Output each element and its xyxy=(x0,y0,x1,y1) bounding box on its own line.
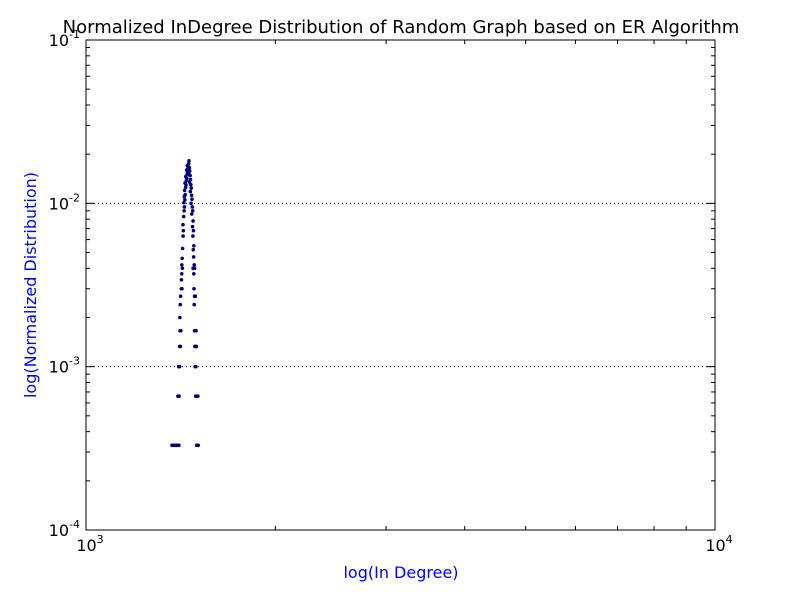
y-tick-label-base: 10 xyxy=(49,194,69,213)
data-point xyxy=(181,214,186,219)
data-point xyxy=(191,255,196,259)
data-point xyxy=(190,224,195,229)
data-point xyxy=(177,364,182,369)
data-point xyxy=(187,180,192,184)
data-point xyxy=(190,197,194,201)
y-tick-label-exponent: -4 xyxy=(69,518,80,531)
data-point xyxy=(181,228,186,233)
data-point xyxy=(191,247,196,252)
data-point xyxy=(188,189,193,194)
y-tick-label-base: 10 xyxy=(49,358,69,377)
axis-ticks xyxy=(85,40,715,531)
data-point xyxy=(192,272,196,276)
data-point xyxy=(179,278,184,282)
x-tick-label-base: 10 xyxy=(76,536,96,555)
scatter-points xyxy=(170,159,201,448)
x-tick-label: 104 xyxy=(705,533,732,555)
plot-frame xyxy=(85,39,716,531)
data-point xyxy=(179,263,184,267)
data-point xyxy=(194,344,199,349)
data-point xyxy=(192,263,196,267)
data-point xyxy=(189,186,194,190)
x-tick-label-exponent: 4 xyxy=(726,533,733,546)
data-point xyxy=(182,188,187,193)
data-point xyxy=(190,205,195,209)
data-point xyxy=(188,173,192,178)
data-point xyxy=(191,228,196,233)
data-point xyxy=(179,272,184,276)
data-point xyxy=(196,443,201,448)
data-point xyxy=(178,315,182,320)
data-point xyxy=(183,185,188,190)
y-tick-label-exponent: -1 xyxy=(69,28,80,41)
data-point xyxy=(182,205,187,209)
data-point xyxy=(180,246,185,251)
data-point xyxy=(181,222,185,227)
data-point xyxy=(177,443,181,448)
x-tick-label: 103 xyxy=(76,533,103,555)
y-tick-label-exponent: -3 xyxy=(69,355,80,368)
data-point xyxy=(189,193,194,198)
data-point xyxy=(189,182,193,187)
data-point xyxy=(193,294,198,299)
data-point xyxy=(177,394,181,398)
data-point xyxy=(180,286,184,291)
y-axis-label: log(Normalized Distribution) xyxy=(21,172,40,398)
y-tick-label: 10-3 xyxy=(49,355,80,377)
data-point xyxy=(187,166,192,170)
data-point xyxy=(186,161,191,166)
data-point xyxy=(178,344,183,349)
data-point xyxy=(194,364,198,369)
data-point xyxy=(183,192,188,197)
x-axis-label: log(In Degree) xyxy=(343,563,458,582)
data-point xyxy=(179,328,183,333)
data-point xyxy=(192,286,196,291)
data-point xyxy=(191,234,195,238)
data-point xyxy=(178,302,183,307)
x-tick-label-base: 10 xyxy=(705,536,725,555)
data-point xyxy=(182,200,186,205)
data-point xyxy=(192,302,196,307)
data-point xyxy=(180,256,184,261)
data-point xyxy=(187,159,191,163)
data-point xyxy=(192,266,197,271)
y-tick-label: 10-1 xyxy=(49,28,80,50)
y-tick-label-base: 10 xyxy=(49,31,69,50)
data-point xyxy=(181,234,185,238)
x-tick-label-exponent: 3 xyxy=(97,533,104,546)
data-point xyxy=(189,201,193,206)
data-point xyxy=(178,294,183,299)
data-point xyxy=(190,212,194,216)
data-point xyxy=(182,209,186,213)
chart-title: Normalized InDegree Distribution of Rand… xyxy=(63,17,740,38)
data-point xyxy=(191,219,195,223)
data-point xyxy=(183,198,187,202)
data-point xyxy=(194,328,198,333)
data-point xyxy=(192,243,196,248)
data-point xyxy=(196,394,200,398)
data-point xyxy=(190,209,195,213)
y-tick-label-base: 10 xyxy=(49,521,69,540)
data-point xyxy=(187,169,192,173)
y-tick-label: 10-4 xyxy=(49,518,80,540)
data-point xyxy=(180,266,185,271)
y-tick-label-exponent: -2 xyxy=(69,191,80,204)
y-tick-label: 10-2 xyxy=(49,191,80,213)
